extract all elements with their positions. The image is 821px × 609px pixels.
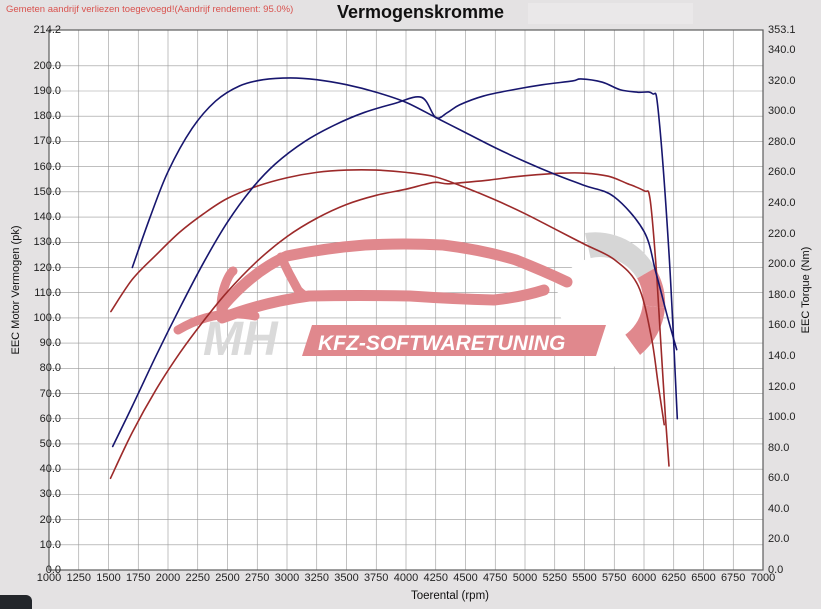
- svg-text:KFZ-SOFTWARETUNING: KFZ-SOFTWARETUNING: [318, 332, 565, 355]
- svg-text:MH: MH: [203, 313, 279, 366]
